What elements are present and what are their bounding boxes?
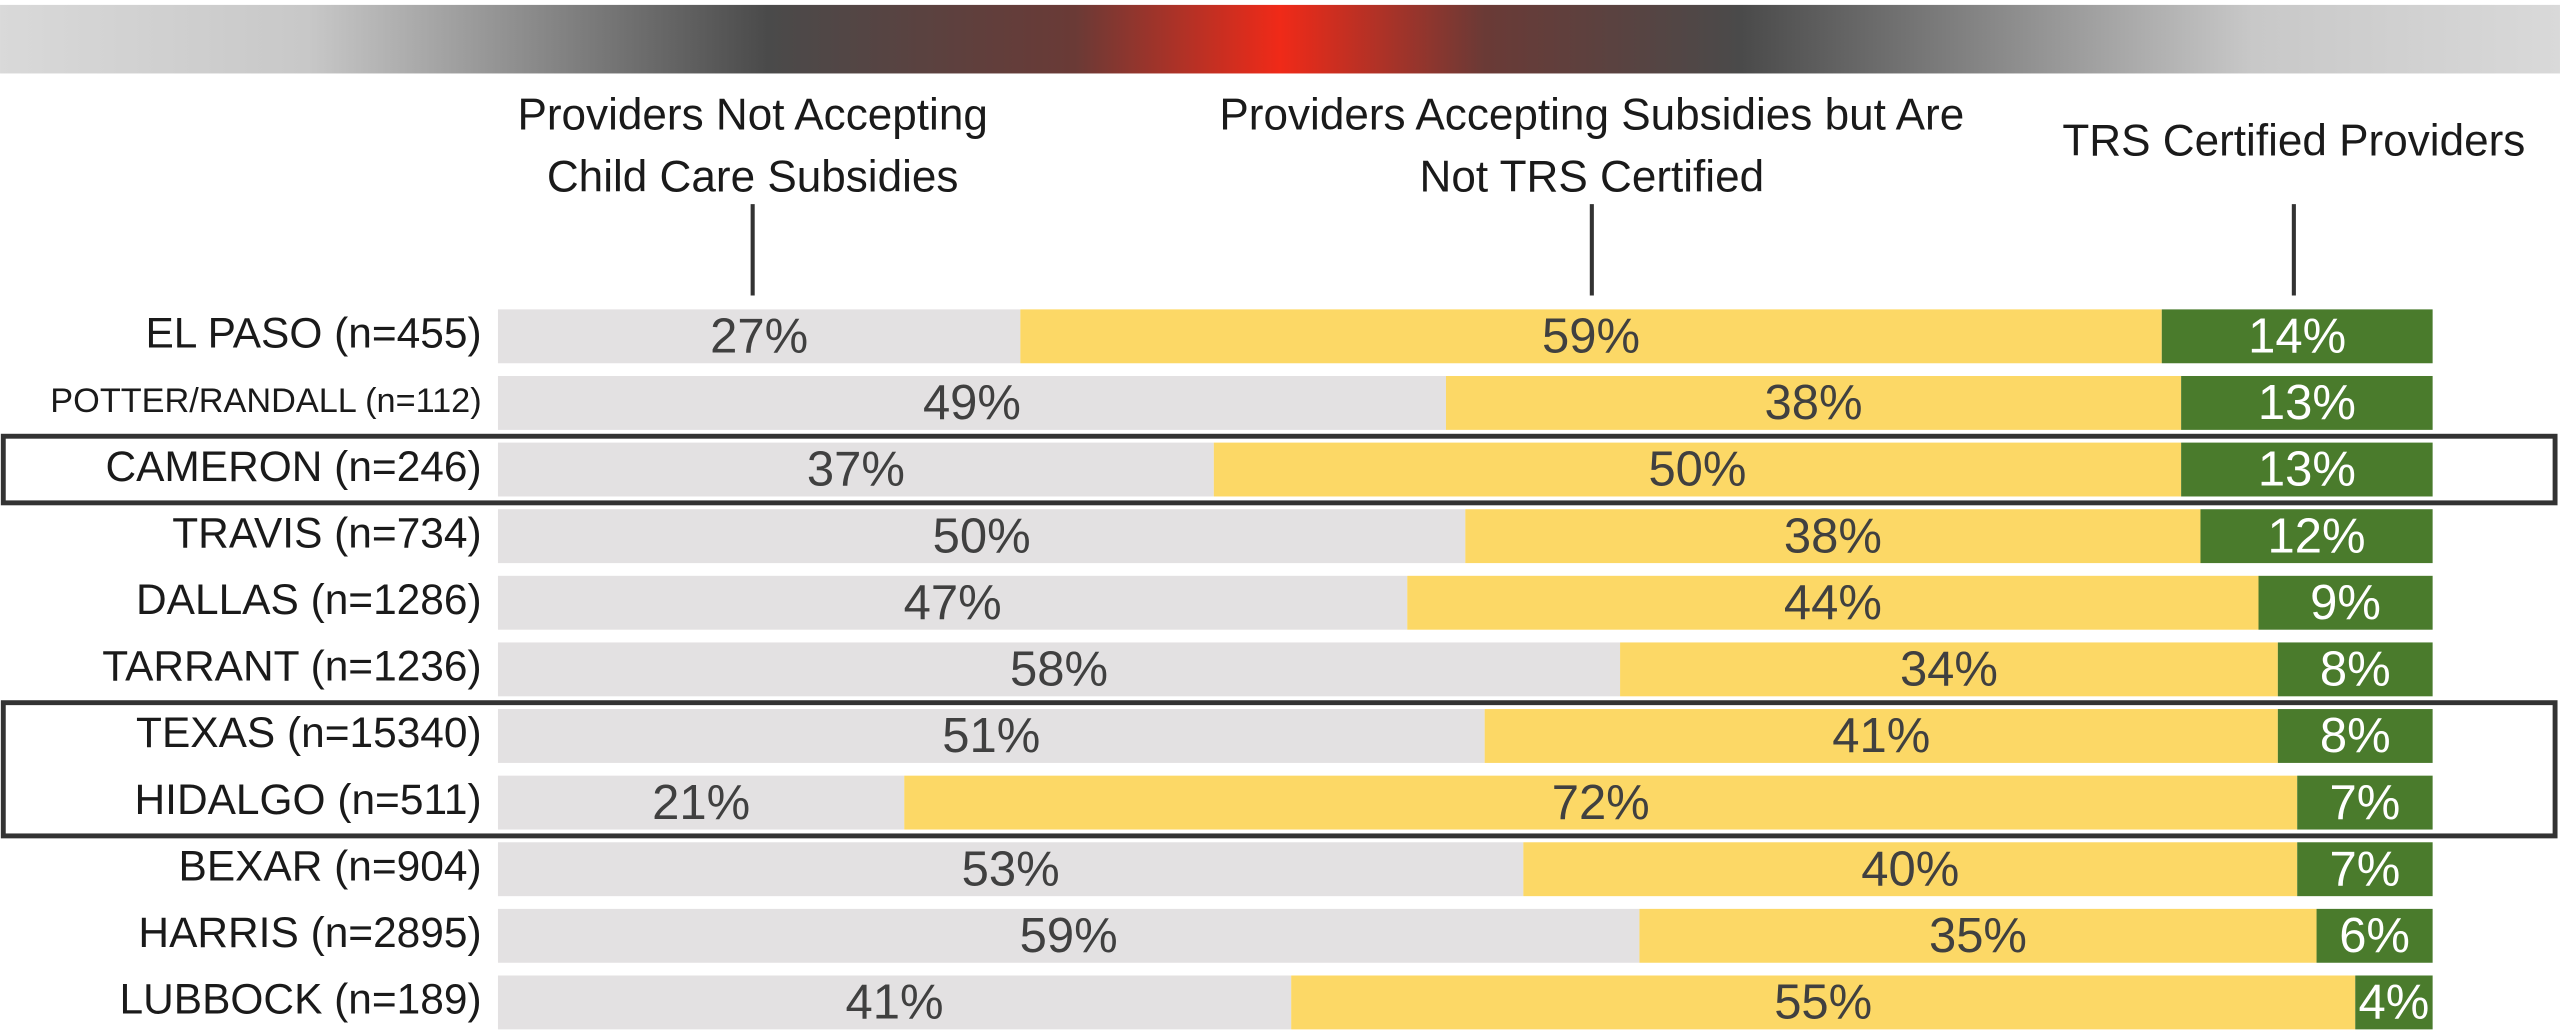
value-label: 13% — [2258, 443, 2356, 497]
bar-segment — [2316, 908, 2433, 963]
value-label: 41% — [1832, 709, 1930, 763]
value-label: 27% — [710, 310, 808, 364]
bar-segment — [1291, 975, 2356, 1030]
bar-segment — [497, 908, 1640, 963]
category-label: TARRANT (n=1236) — [102, 643, 481, 690]
bar-segment — [2161, 309, 2433, 364]
value-label: 14% — [2248, 310, 2346, 364]
value-label: 51% — [942, 709, 1040, 763]
bar-segment — [497, 975, 1292, 1030]
value-label: 47% — [904, 576, 1002, 630]
category-label: HARRIS (n=2895) — [138, 909, 481, 956]
category-label: TEXAS (n=15340) — [136, 709, 482, 756]
value-label: 40% — [1861, 842, 1959, 896]
bar-segment — [1523, 842, 2298, 897]
value-label: 72% — [1552, 776, 1650, 830]
bar-segment — [1639, 908, 2317, 963]
value-label: 4% — [2359, 976, 2430, 1030]
value-label: 50% — [933, 509, 1031, 563]
bar-segment — [2355, 975, 2433, 1030]
value-label: 55% — [1774, 976, 1872, 1030]
category-label: EL PASO (n=455) — [145, 310, 481, 357]
bar-segment — [1620, 642, 2278, 697]
highlight-box — [0, 433, 2558, 506]
value-label: 7% — [2330, 776, 2401, 830]
value-label: 53% — [962, 842, 1060, 896]
value-label: 50% — [1648, 443, 1746, 497]
value-label: 8% — [2320, 643, 2391, 697]
bar-segment — [497, 442, 1214, 497]
bar-segment — [1020, 309, 2162, 364]
bar-segment — [497, 509, 1466, 564]
bar-segment — [1407, 575, 2259, 630]
value-label: 35% — [1929, 909, 2027, 963]
category-label: BEXAR (n=904) — [179, 842, 482, 889]
bar-segment — [904, 775, 2298, 830]
bar-segment — [1484, 709, 2278, 763]
bar-segment — [497, 309, 1021, 364]
bar-segment — [2297, 775, 2433, 830]
bar-segment — [497, 709, 1485, 763]
header-band — [0, 4, 2560, 74]
value-label: 49% — [923, 376, 1021, 430]
bar-segment — [2277, 642, 2433, 697]
series-header: TRS Certified Providers — [2062, 116, 2525, 165]
category-label: DALLAS (n=1286) — [136, 576, 482, 623]
series-header: Providers Accepting Subsidies but Are Not… — [1219, 90, 1964, 201]
bar-segment — [2181, 375, 2433, 430]
value-label: 41% — [846, 976, 944, 1030]
value-label: 12% — [2268, 509, 2366, 563]
value-label: 8% — [2320, 709, 2391, 763]
bar-segment — [2200, 509, 2433, 564]
category-label: CAMERON (n=246) — [105, 443, 481, 490]
value-label: 13% — [2258, 376, 2356, 430]
bar-segment — [497, 642, 1621, 697]
bar-segment — [2258, 575, 2433, 630]
category-label: LUBBOCK (n=189) — [120, 976, 482, 1023]
value-label: 34% — [1900, 643, 1998, 697]
value-label: 59% — [1020, 909, 1118, 963]
bar-segment — [1213, 442, 2182, 497]
bar-segment — [497, 575, 1408, 630]
value-label: 6% — [2339, 909, 2410, 963]
category-label: HIDALGO (n=511) — [135, 776, 482, 823]
bar-segment — [1445, 375, 2182, 430]
bar-segment — [497, 375, 1446, 430]
value-label: 37% — [807, 443, 905, 497]
value-label: 9% — [2310, 576, 2381, 630]
value-label: 58% — [1010, 643, 1108, 697]
bar-segment — [2277, 709, 2433, 763]
highlight-box — [0, 700, 2558, 839]
bar-segment — [1465, 509, 2201, 564]
value-label: 7% — [2330, 842, 2401, 896]
value-label: 44% — [1784, 576, 1882, 630]
bar-segment — [2181, 442, 2433, 497]
category-label: TRAVIS (n=734) — [172, 509, 481, 556]
value-label: 38% — [1784, 509, 1882, 563]
value-label: 59% — [1542, 310, 1640, 364]
value-label: 38% — [1765, 376, 1863, 430]
series-header: Providers Not Accepting Child Care Subsid… — [517, 90, 987, 201]
bar-segment — [497, 775, 905, 830]
bar-segment — [2297, 842, 2433, 897]
bar-segment — [497, 842, 1524, 897]
category-label: POTTER/RANDALL (n=112) — [50, 382, 481, 420]
value-label: 21% — [652, 776, 750, 830]
